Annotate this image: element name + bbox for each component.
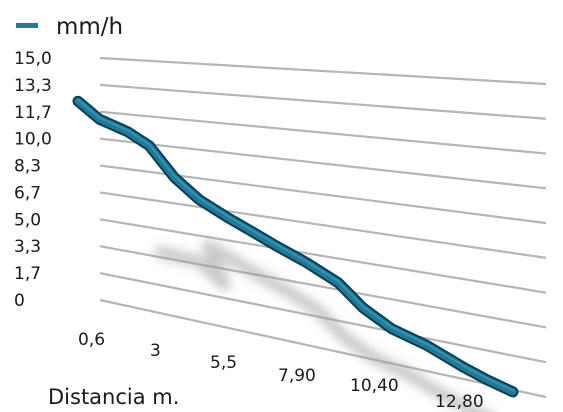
y-axis-ticks: 15,0 13,3 11,7 10,0 8,3 6,7 5,0 3,3 1,7 0 — [14, 49, 52, 311]
series-line — [74, 97, 517, 396]
line-shadow — [154, 239, 491, 412]
gridline — [99, 191, 547, 259]
y-tick-label: 6,7 — [14, 183, 41, 203]
y-tick-label: 0 — [14, 291, 25, 311]
gridline — [99, 83, 547, 120]
y-tick-label: 11,7 — [14, 103, 52, 123]
legend-swatch — [16, 23, 38, 28]
legend: mm/h — [16, 14, 123, 40]
gridlines — [99, 56, 547, 399]
gridline — [99, 137, 547, 190]
y-tick-label: 8,3 — [14, 157, 41, 177]
gridline — [99, 110, 547, 155]
series-line-group — [72, 95, 519, 398]
x-tick-label: 10,40 — [350, 376, 399, 396]
x-tick-label: 0,6 — [78, 330, 105, 350]
y-tick-label: 1,7 — [14, 264, 41, 284]
gridline — [99, 218, 547, 294]
series-line-highlight — [77, 98, 514, 392]
y-tick-label: 15,0 — [14, 49, 52, 69]
x-tick-label: 12,80 — [435, 392, 484, 412]
x-axis-label: Distancia m. — [48, 385, 179, 409]
gridline — [99, 56, 547, 86]
x-tick-label: 5,5 — [210, 353, 237, 373]
legend-label: mm/h — [56, 14, 123, 40]
x-tick-label: 7,90 — [278, 366, 316, 386]
x-tick-label: 3 — [150, 341, 161, 361]
x-axis-ticks: 0,6 3 5,5 7,90 10,40 12,80 — [78, 330, 484, 412]
gridline — [99, 298, 547, 399]
y-tick-label: 5,0 — [14, 210, 41, 230]
y-tick-label: 13,3 — [14, 76, 52, 96]
series-shadow — [154, 239, 491, 412]
y-tick-label: 3,3 — [14, 237, 41, 257]
y-tick-label: 10,0 — [14, 130, 52, 150]
